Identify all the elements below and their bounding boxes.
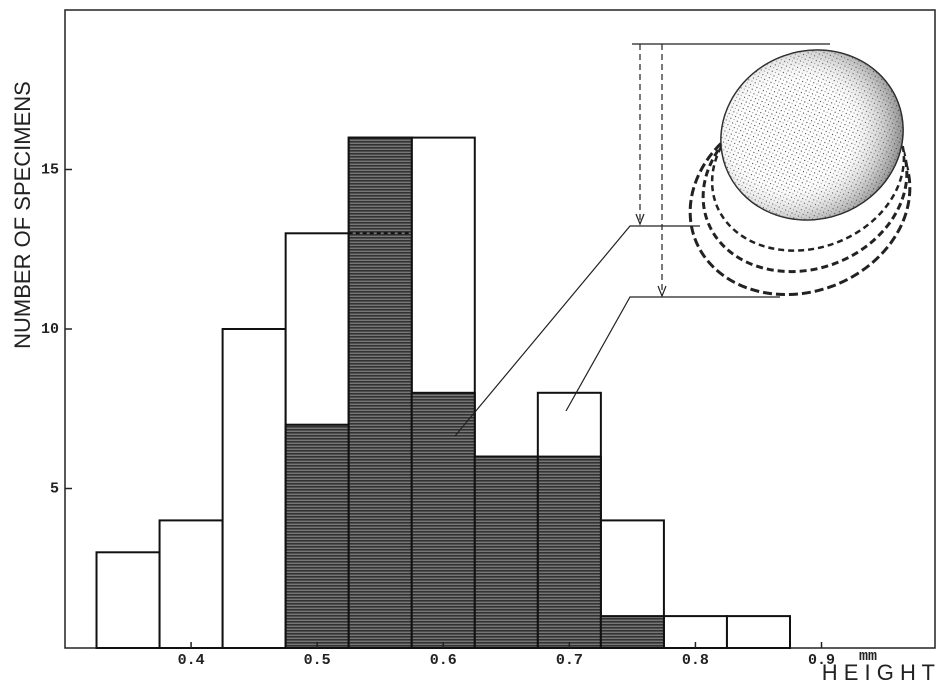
histogram-bar bbox=[410, 391, 476, 649]
annotation-lines bbox=[454, 43, 830, 437]
shell-illustration bbox=[688, 49, 912, 297]
x-tick-label: 0.8 bbox=[682, 652, 709, 669]
histogram-bar bbox=[158, 519, 224, 650]
y-tick-label: 5 bbox=[50, 480, 59, 497]
histogram-bar bbox=[284, 423, 350, 650]
histogram-bar bbox=[536, 455, 602, 649]
plot-area bbox=[95, 136, 792, 650]
histogram-bar bbox=[95, 551, 161, 649]
x-tick-label: 0.9 bbox=[808, 652, 835, 669]
x-tick-label: 0.5 bbox=[304, 652, 331, 669]
x-axis-label: H E I G H T bbox=[822, 660, 935, 685]
y-axis-label: NUMBER OF SPECIMENS bbox=[10, 81, 35, 349]
histogram-bar bbox=[599, 615, 665, 649]
x-tick-label: 0.4 bbox=[178, 652, 205, 669]
y-tick-label: 15 bbox=[41, 161, 59, 178]
histogram-bar bbox=[347, 136, 413, 649]
histogram-bar bbox=[725, 615, 792, 649]
y-tick-label: 10 bbox=[41, 321, 59, 338]
x-unit: mm bbox=[859, 648, 877, 665]
x-tick-label: 0.6 bbox=[430, 652, 457, 669]
histogram-bar bbox=[221, 328, 287, 649]
histogram-bar bbox=[473, 455, 539, 649]
x-tick-label: 0.7 bbox=[556, 652, 583, 669]
